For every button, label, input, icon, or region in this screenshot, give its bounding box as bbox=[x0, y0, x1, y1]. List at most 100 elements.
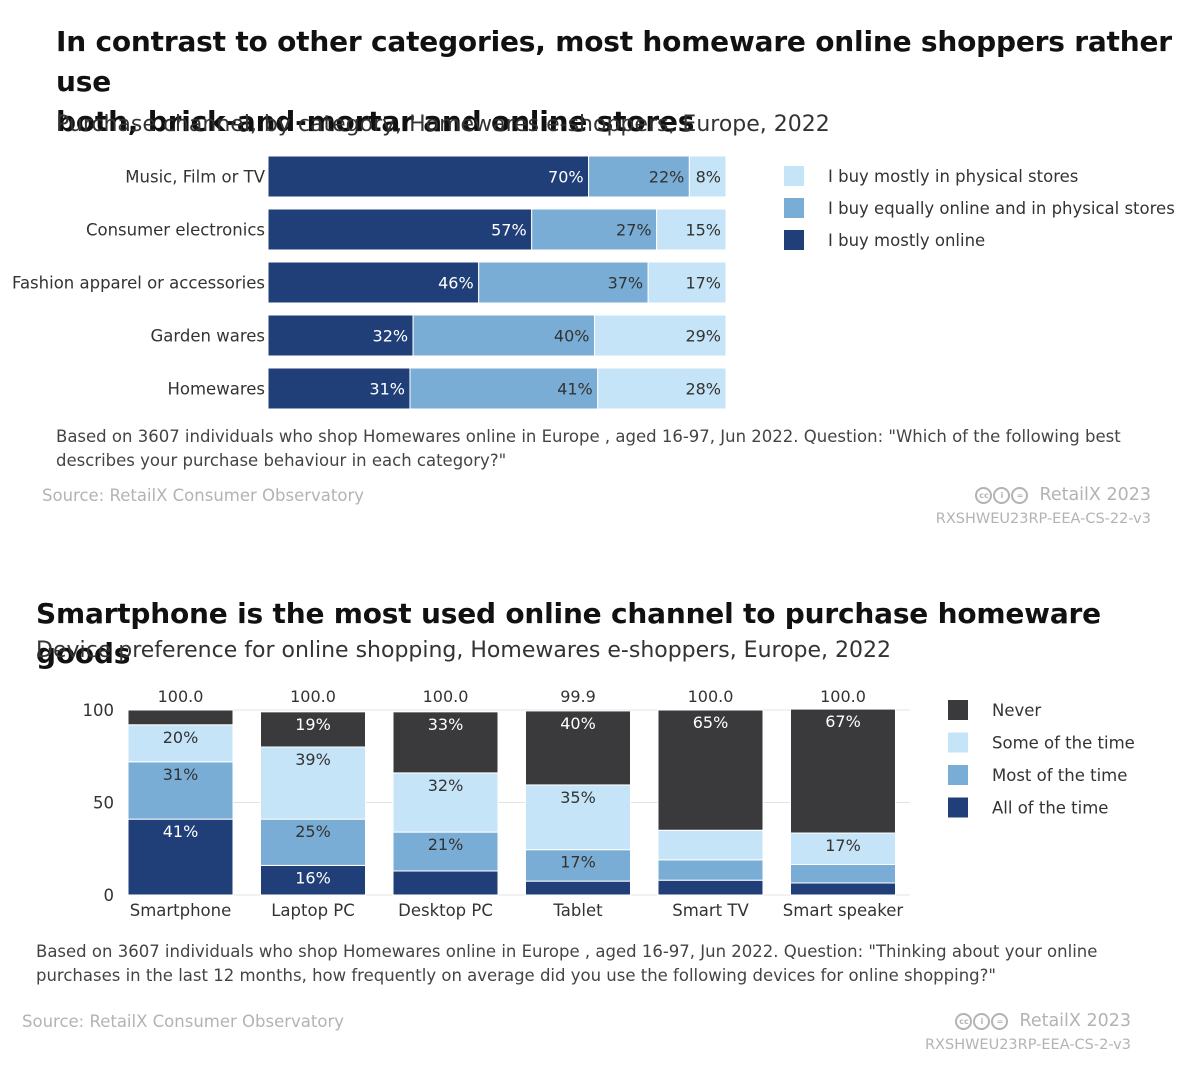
bar-i-buy-mostly-in-physical-stores bbox=[688, 155, 727, 198]
bar-i-buy-equally-online-and-in-physical-stores bbox=[409, 367, 599, 410]
x-tick-label: Smartphone bbox=[130, 901, 232, 920]
data-label: 31% bbox=[163, 765, 199, 784]
legend-label-some: Some of the time bbox=[992, 734, 1135, 753]
bar-most-of-the-time bbox=[657, 859, 764, 881]
legend-label-all: All of the time bbox=[992, 799, 1108, 818]
bar-never bbox=[127, 709, 234, 726]
bar-all-of-the-time bbox=[657, 879, 764, 896]
chart1-title: In contrast to other categories, most ho… bbox=[56, 22, 1176, 142]
y-tick-label: 50 bbox=[93, 794, 114, 813]
x-tick-label: Tablet bbox=[552, 901, 603, 920]
category-label: Homewares bbox=[167, 380, 265, 399]
bar-i-buy-mostly-online bbox=[267, 261, 480, 304]
data-label: 37% bbox=[608, 274, 644, 293]
bar-i-buy-mostly-in-physical-stores bbox=[593, 314, 727, 357]
data-label: 21% bbox=[428, 835, 464, 854]
chart2-source: Source: RetailX Consumer Observatory bbox=[22, 1012, 345, 1031]
y-tick-label: 100 bbox=[83, 701, 115, 720]
total-label: 99.9 bbox=[560, 687, 596, 706]
chart2-code: RXSHWEU23RP-EEA-CS-2-v3 bbox=[924, 1037, 1131, 1053]
category-label: Fashion apparel or accessories bbox=[12, 274, 265, 293]
legend-label-most: Most of the time bbox=[992, 766, 1127, 785]
total-label: 100.0 bbox=[290, 687, 336, 706]
legend-swatch-equal bbox=[784, 198, 804, 218]
chart2-subtitle: Device preference for online shopping, H… bbox=[36, 638, 892, 663]
data-label: 65% bbox=[693, 713, 729, 732]
bar-all-of-the-time bbox=[392, 870, 499, 896]
data-label: 19% bbox=[295, 715, 331, 734]
bar-i-buy-mostly-online bbox=[267, 208, 533, 251]
chart1-note-line1: Based on 3607 individuals who shop Homew… bbox=[56, 427, 1121, 446]
legend-label-never: Never bbox=[992, 701, 1041, 720]
x-tick-label: Laptop PC bbox=[271, 901, 355, 920]
bar-all-of-the-time bbox=[525, 880, 631, 896]
legend-swatch-all bbox=[948, 797, 968, 818]
data-label: 22% bbox=[649, 168, 685, 187]
data-label: 67% bbox=[825, 712, 861, 731]
data-label: 31% bbox=[369, 380, 405, 399]
y-tick-label: 0 bbox=[104, 886, 115, 905]
bar-i-buy-mostly-in-physical-stores bbox=[656, 208, 727, 251]
data-label: 29% bbox=[685, 327, 721, 346]
x-tick-label: Smart speaker bbox=[783, 901, 904, 920]
data-label: 20% bbox=[163, 728, 199, 747]
bar-i-buy-equally-online-and-in-physical-stores bbox=[531, 208, 658, 251]
bar-i-buy-mostly-in-physical-stores bbox=[597, 367, 727, 410]
bar-never bbox=[392, 711, 499, 774]
bar-never bbox=[790, 708, 896, 834]
legend-label-physical: I buy mostly in physical stores bbox=[828, 167, 1078, 186]
data-label: 32% bbox=[373, 327, 409, 346]
chart1-subtitle: Purchase channel, by category, Homewares… bbox=[56, 112, 830, 137]
chart1-title-line2: both, brick-and-mortar and online stores bbox=[56, 105, 695, 138]
data-label: 35% bbox=[560, 788, 596, 807]
data-label: 28% bbox=[685, 380, 721, 399]
data-label: 41% bbox=[163, 822, 199, 841]
data-label: 15% bbox=[685, 221, 721, 240]
bar-all-of-the-time bbox=[260, 864, 366, 896]
chart1-note: Based on 3607 individuals who shop Homew… bbox=[56, 425, 1166, 473]
bar-i-buy-equally-online-and-in-physical-stores bbox=[478, 261, 649, 304]
data-label: 41% bbox=[557, 380, 593, 399]
data-label: 17% bbox=[825, 836, 861, 855]
bar-i-buy-mostly-in-physical-stores bbox=[647, 261, 727, 304]
total-label: 100.0 bbox=[423, 687, 469, 706]
data-label: 39% bbox=[295, 750, 331, 769]
chart1-source: Source: RetailX Consumer Observatory bbox=[42, 486, 365, 505]
bar-i-buy-mostly-online bbox=[267, 314, 414, 357]
data-label: 8% bbox=[696, 168, 721, 187]
chart1-code: RXSHWEU23RP-EEA-CS-22-v3 bbox=[935, 511, 1151, 527]
data-label: 32% bbox=[428, 776, 464, 795]
bar-most-of-the-time bbox=[260, 818, 366, 866]
data-label: 27% bbox=[616, 221, 652, 240]
total-label: 100.0 bbox=[158, 687, 204, 706]
chart2-note-line1: Based on 3607 individuals who shop Homew… bbox=[36, 942, 1098, 961]
chart2-note-line2: purchases in the last 12 months, how fre… bbox=[36, 966, 996, 985]
data-label: 40% bbox=[554, 327, 590, 346]
bar-some-of-the-time bbox=[392, 772, 499, 833]
bar-most-of-the-time bbox=[392, 831, 499, 872]
legend-swatch-online bbox=[784, 230, 804, 250]
chart2-plot: 0 50 100 41% 31% 20% 100.0 Smartphone 16% 25% 39% 1… bbox=[83, 687, 1135, 920]
creative-commons-icon: cc i = bbox=[975, 485, 1029, 505]
bar-some-of-the-time bbox=[790, 832, 896, 865]
data-label: 17% bbox=[685, 274, 721, 293]
x-tick-label: Smart TV bbox=[672, 901, 749, 920]
chart1-brand-text: RetailX 2023 bbox=[1039, 485, 1151, 505]
category-label: Garden wares bbox=[151, 327, 266, 346]
legend-label-online: I buy mostly online bbox=[828, 231, 985, 250]
chart2-brand: cc i = RetailX 2023 bbox=[955, 1011, 1131, 1031]
chart1-brand: cc i = RetailX 2023 bbox=[975, 485, 1151, 505]
category-label: Music, Film or TV bbox=[125, 168, 265, 187]
data-label: 57% bbox=[491, 221, 527, 240]
total-label: 100.0 bbox=[688, 687, 734, 706]
bar-never bbox=[525, 710, 631, 786]
chart1-plot: Music, Film or TV 70% 22% 8% Consumer electr… bbox=[12, 155, 1175, 410]
chart2-title: Smartphone is the most used online chann… bbox=[36, 597, 1101, 670]
legend-swatch-some bbox=[948, 732, 968, 753]
bar-some-of-the-time bbox=[525, 784, 631, 851]
data-label: 17% bbox=[560, 853, 596, 872]
bar-all-of-the-time bbox=[127, 818, 234, 896]
chart1-note-line2: describes your purchase behaviour in eac… bbox=[56, 451, 507, 470]
category-label: Consumer electronics bbox=[86, 221, 265, 240]
bar-most-of-the-time bbox=[127, 761, 234, 820]
